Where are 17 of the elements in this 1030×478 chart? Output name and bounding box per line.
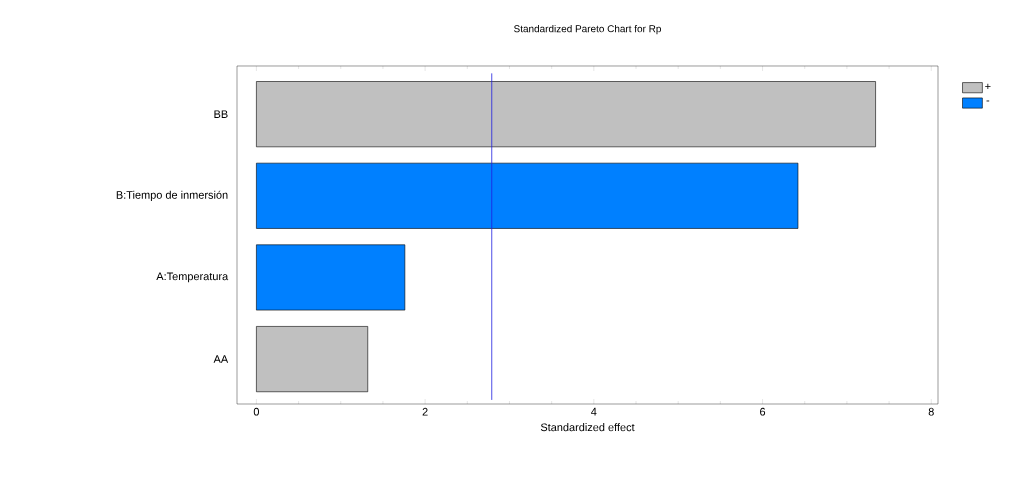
bar	[256, 244, 406, 311]
chart-title: Standardized Pareto Chart for Rp	[514, 24, 661, 35]
x-tick-label: 8	[928, 407, 934, 416]
y-tick-label: A:Temperatura	[156, 272, 229, 283]
y-tick-label: AA	[213, 355, 229, 363]
legend-label: +	[985, 83, 991, 90]
bar	[256, 162, 799, 229]
x-tick-label: 0	[253, 407, 260, 416]
x-axis-title: Standardized effect	[540, 423, 635, 432]
bar	[256, 81, 876, 148]
y-tick-label: BB	[214, 110, 228, 118]
bar	[256, 326, 369, 393]
x-tick-label: 4	[591, 407, 597, 416]
legend-label: -	[986, 100, 990, 102]
x-tick-label: 2	[422, 407, 428, 416]
y-tick-label: B:Tiempo de inmersión	[116, 190, 228, 201]
x-tick-label: 6	[760, 407, 766, 416]
